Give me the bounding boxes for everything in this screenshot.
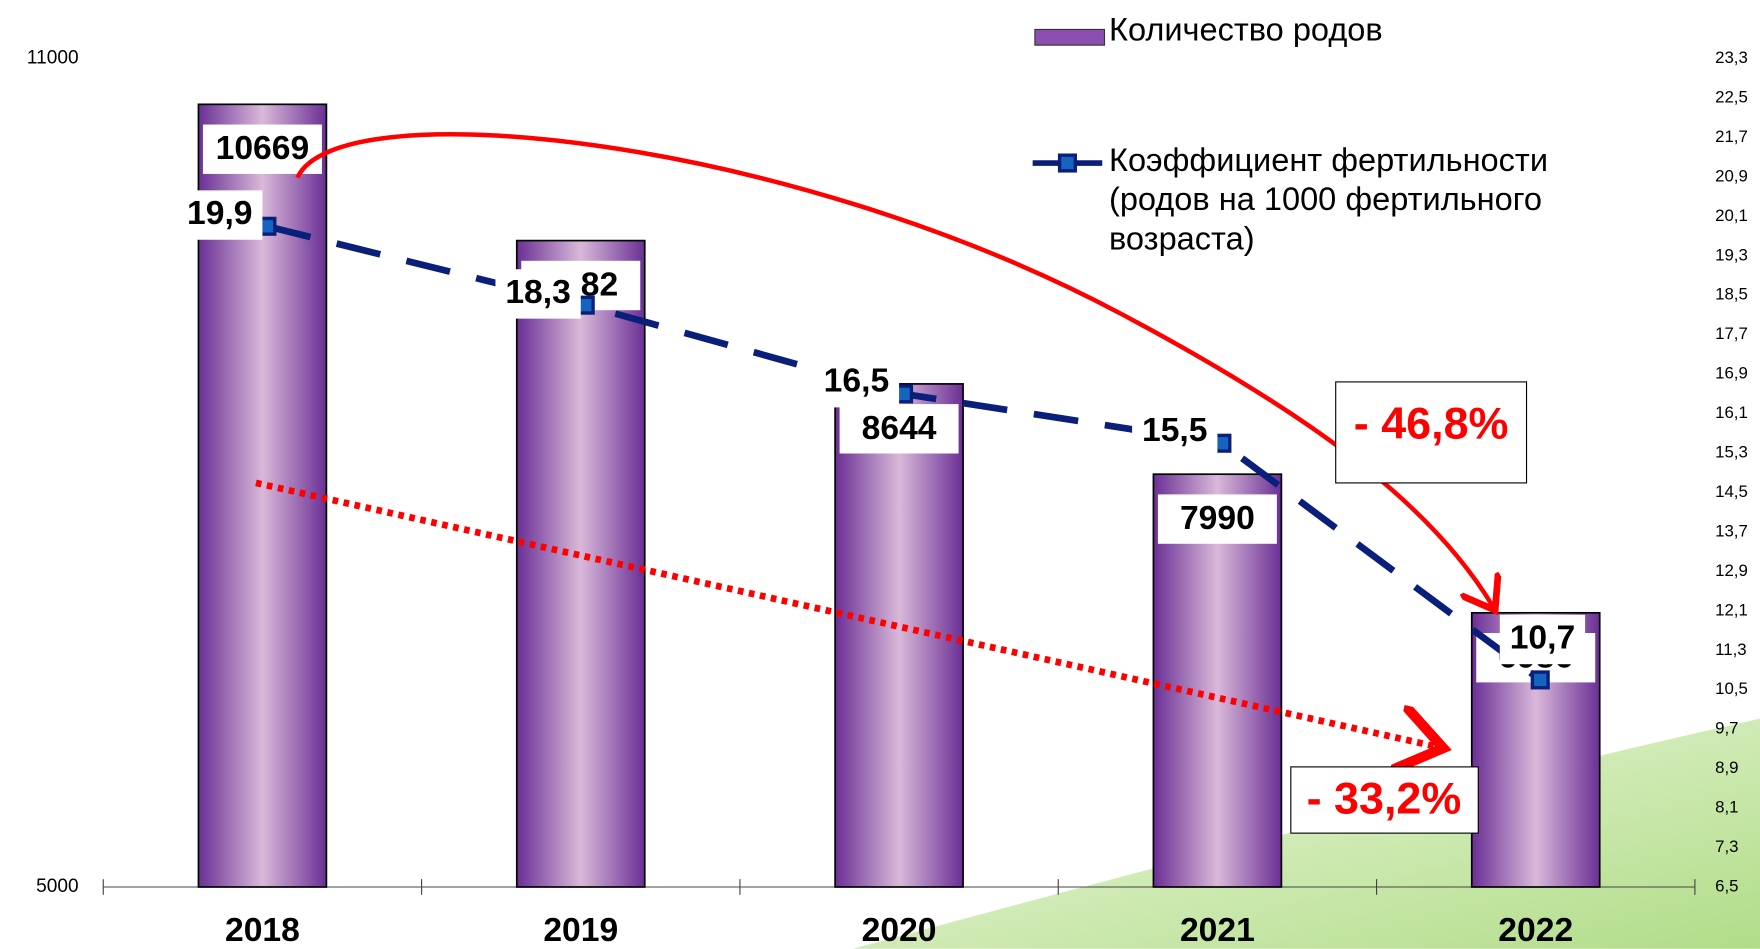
y2-tick-label: 12,9 — [1715, 561, 1748, 580]
y2-tick-label: 12,1 — [1715, 600, 1748, 619]
y2-tick-label: 21,7 — [1715, 127, 1748, 146]
line-label: 19,9 — [187, 195, 253, 232]
annotation-box — [1290, 766, 1479, 834]
y2-tick-label: 19,3 — [1715, 245, 1748, 264]
y2-tick-label: 22,5 — [1715, 88, 1748, 107]
y2-tick-label: 16,1 — [1715, 403, 1748, 422]
y2-tick-label: 23,3 — [1715, 48, 1748, 67]
legend-entry: Количество родов — [1108, 12, 1383, 49]
bar-label-box — [1157, 494, 1277, 544]
legend-label: Коэффициент фертильности (родов на 1000 … — [1108, 142, 1549, 258]
y2-tick-label: 18,5 — [1715, 285, 1748, 304]
bar-label: 10669 — [216, 130, 310, 167]
bar-label: 7990 — [1180, 500, 1255, 537]
y2-tick-label: 15,3 — [1715, 443, 1748, 462]
bar-label-box — [202, 124, 322, 174]
y2-tick-label: 17,7 — [1715, 324, 1748, 343]
y2-tick-label: 8,1 — [1715, 798, 1738, 817]
line-label-box — [1132, 407, 1218, 457]
legend-swatch — [1034, 28, 1106, 46]
y-tick-label: 11000 — [27, 48, 79, 69]
x-tick-label: 2019 — [543, 912, 618, 949]
legend-swatch-marker — [1057, 153, 1077, 173]
annotation-box — [1335, 381, 1528, 484]
x-tick-label: 2022 — [1498, 912, 1573, 949]
line-label-box — [813, 358, 900, 408]
line-label-box — [495, 269, 581, 319]
annotation: - 33,2% — [1307, 773, 1462, 824]
y2-tick-label: 11,3 — [1715, 640, 1747, 659]
y-tick-label: 5000 — [36, 876, 78, 897]
y2-tick-label: 13,7 — [1715, 521, 1748, 540]
x-tick-label: 2020 — [862, 912, 937, 949]
legend-entry: Коэффициент фертильности (родов на 1000 … — [1108, 142, 1549, 258]
annotation: - 46,8% — [1354, 398, 1509, 449]
line-label-box — [177, 190, 263, 240]
y2-tick-label: 20,9 — [1715, 166, 1748, 185]
line-label: 16,5 — [824, 363, 890, 400]
bar — [834, 383, 964, 888]
line-label: 15,5 — [1142, 412, 1208, 449]
bar-label: 8644 — [862, 410, 937, 447]
line-point — [1530, 670, 1550, 690]
x-tick-label: 2018 — [225, 912, 300, 949]
y2-tick-label: 6,5 — [1715, 876, 1738, 895]
y2-tick-label: 9,7 — [1715, 719, 1738, 738]
trend-arrow — [295, 132, 1492, 606]
bar-label-box — [839, 404, 959, 454]
y2-tick-label: 16,9 — [1715, 364, 1748, 383]
line-label: 18,3 — [505, 274, 571, 311]
y2-tick-label: 7,3 — [1715, 837, 1738, 856]
legend-label: Количество родов — [1108, 12, 1383, 49]
x-tick-label: 2021 — [1180, 912, 1255, 949]
y2-tick-label: 10,5 — [1715, 679, 1748, 698]
y2-tick-label: 14,5 — [1715, 482, 1748, 501]
bar — [515, 239, 646, 888]
y2-tick-label: 20,1 — [1715, 206, 1748, 225]
legend-box — [967, 9, 1679, 268]
line-label-box — [1499, 614, 1586, 665]
y2-tick-label: 8,9 — [1715, 758, 1738, 777]
line-label: 10,7 — [1510, 619, 1576, 656]
